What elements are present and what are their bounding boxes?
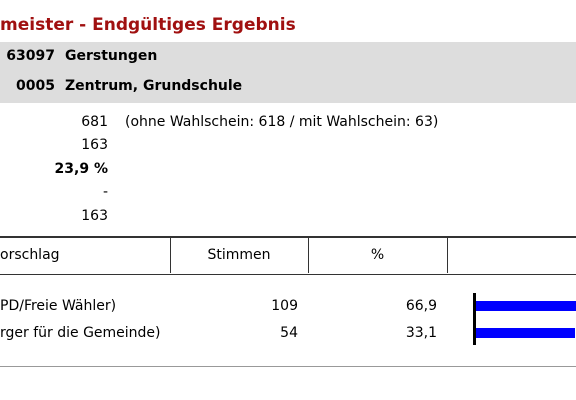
party-name: PD/Freie Wähler) [0, 298, 117, 314]
bar-axis [473, 293, 476, 345]
divider [170, 237, 171, 273]
vote-percent: 66,9 [405, 298, 437, 314]
bar-clip [476, 327, 576, 339]
bar [476, 328, 576, 338]
bar [476, 301, 576, 311]
vote-count: 54 [280, 325, 298, 341]
district-code: 0005 [16, 78, 55, 94]
divider [447, 237, 448, 273]
votes: 163 [81, 137, 108, 153]
area-name: Gerstungen [65, 48, 158, 64]
party-name: rger für die Gemeinde) [0, 325, 161, 341]
voters: 681 [81, 114, 108, 130]
title: meister - Endgültiges Ergebnis [0, 15, 296, 35]
header-cell: % [370, 247, 385, 263]
header-cell: Stimmen [207, 247, 271, 263]
vote-count: 109 [271, 298, 298, 314]
divider [308, 237, 309, 273]
bar-clip [476, 300, 576, 312]
header-cell: orschlag [0, 247, 60, 263]
header-band [0, 42, 576, 103]
voters-note: (ohne Wahlschein: 618 / mit Wahlschein: … [125, 114, 439, 130]
rule [0, 366, 576, 367]
invalid: - [102, 184, 108, 200]
vote-percent: 33,1 [405, 325, 437, 341]
district-name: Zentrum, Grundschule [65, 78, 243, 94]
valid: 163 [81, 208, 108, 224]
turnout: 23,9 % [54, 161, 108, 177]
area-code: 63097 [6, 48, 55, 64]
table-header [0, 236, 576, 275]
